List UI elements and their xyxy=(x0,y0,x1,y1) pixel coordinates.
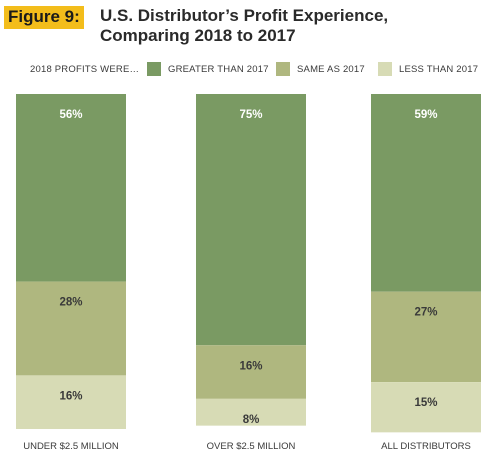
data-label-under-2-5-million-same-as-2017: 28% xyxy=(59,297,82,309)
legend-item-less: LESS THAN 2017 xyxy=(378,62,478,76)
legend-swatch-same xyxy=(276,62,290,76)
bar-segment-under-2-5-million-same-as-2017 xyxy=(16,281,126,376)
title-line-1: U.S. Distributor’s Profit Experience, xyxy=(100,6,389,25)
data-label-under-2-5-million-less-than-2017: 16% xyxy=(59,390,82,402)
legend-swatch-less xyxy=(378,62,392,76)
legend-label-greater: GREATER THAN 2017 xyxy=(168,63,269,75)
data-label-over-2-5-million-same-as-2017: 16% xyxy=(239,360,262,372)
legend-label-less: LESS THAN 2017 xyxy=(399,63,479,75)
category-label-under-2-5-million: UNDER $2.5 MILLION xyxy=(23,441,119,452)
bar-segment-under-2-5-million-less-than-2017 xyxy=(16,375,126,429)
legend-prefix: 2018 PROFITS WERE… xyxy=(30,64,140,75)
figure-title: Figure 9: U.S. Distributor’s Profit Expe… xyxy=(4,6,494,45)
bar-segment-over-2-5-million-less-than-2017 xyxy=(196,398,306,426)
figure-badge: Figure 9: xyxy=(4,6,84,29)
data-label-all-distributors-same-as-2017: 27% xyxy=(414,307,437,319)
data-label-all-distributors-less-than-2017: 15% xyxy=(414,397,437,409)
data-label-all-distributors-greater-than-2017: 59% xyxy=(414,109,437,121)
bar-segment-over-2-5-million-same-as-2017 xyxy=(196,345,306,399)
bar-segment-all-distributors-less-than-2017 xyxy=(371,382,481,433)
bar-segment-over-2-5-million-greater-than-2017 xyxy=(196,94,306,346)
legend-swatch-greater xyxy=(147,62,161,76)
legend-label-same: SAME AS 2017 xyxy=(297,63,365,75)
title-text: U.S. Distributor’s Profit Experience, Co… xyxy=(100,6,388,46)
category-label-over-2-5-million: OVER $2.5 MILLION xyxy=(207,441,296,452)
data-label-over-2-5-million-less-than-2017: 8% xyxy=(243,414,260,426)
bar-segment-all-distributors-greater-than-2017 xyxy=(371,94,481,292)
legend: 2018 PROFITS WERE… GREATER THAN 2017 SAM… xyxy=(0,62,495,78)
title-line-2: Comparing 2018 to 2017 xyxy=(100,26,296,45)
bar-segment-all-distributors-same-as-2017 xyxy=(371,291,481,383)
legend-item-same: SAME AS 2017 xyxy=(276,62,365,76)
legend-item-greater: GREATER THAN 2017 xyxy=(147,62,269,76)
data-label-over-2-5-million-greater-than-2017: 75% xyxy=(239,109,262,121)
bar-segment-under-2-5-million-greater-than-2017 xyxy=(16,94,126,282)
data-label-under-2-5-million-greater-than-2017: 56% xyxy=(59,109,82,121)
category-label-all-distributors: ALL DISTRIBUTORS xyxy=(381,441,471,452)
